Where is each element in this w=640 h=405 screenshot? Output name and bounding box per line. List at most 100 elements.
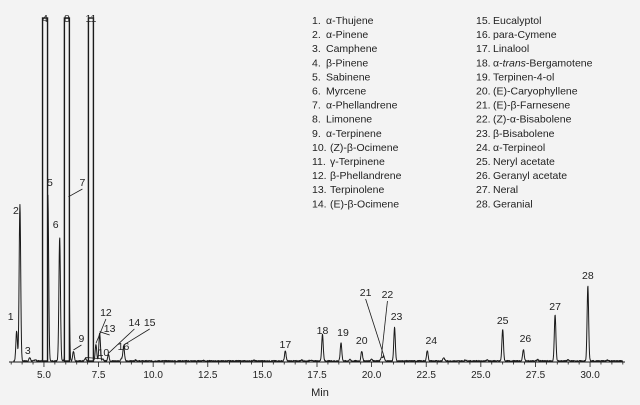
peak-leader-14 (108, 328, 135, 354)
x-tick-label: 17.5 (307, 370, 327, 381)
legend-compound: α-Thujene (326, 15, 374, 27)
legend-number: 14. (312, 198, 327, 210)
peak-label-15: 15 (144, 317, 156, 329)
peak-label-20: 20 (356, 335, 368, 347)
legend-entry: 5. Sabinene (312, 71, 371, 83)
legend-number: 18. (476, 57, 491, 69)
peak-leader-12 (95, 318, 107, 344)
peak-leader-22 (381, 300, 388, 357)
legend-number: 25. (476, 156, 491, 168)
peak-label-19: 19 (337, 327, 349, 339)
peak-label-8: 8 (64, 13, 70, 25)
legend-entry: 14. (E)-β-Ocimene (312, 198, 399, 210)
legend-entry: 17. Linalool (476, 43, 529, 55)
peak-label-25: 25 (497, 315, 509, 327)
legend-compound: (E)-Caryophyllene (493, 86, 578, 98)
legend-compound: Limonene (326, 114, 372, 126)
legend-compound: Geranial (493, 198, 533, 210)
x-tick-label: 27.5 (526, 370, 546, 381)
legend-number: 16. (476, 29, 491, 41)
legend-entry: 25. Neryl acetate (476, 156, 555, 168)
legend-number: 12. (312, 170, 327, 182)
legend-compound: α-Terpinene (326, 128, 382, 140)
legend-number: 20. (476, 86, 491, 98)
chromatogram-trace (13, 17, 624, 363)
peak-leader-13 (99, 331, 110, 336)
legend-compound: para-Cymene (493, 29, 557, 41)
legend-compound: Eucalyptol (493, 15, 541, 27)
peak-label-16: 16 (118, 341, 130, 353)
legend-entry: 19. Terpinen-4-ol (476, 71, 554, 83)
legend-number: 15. (476, 15, 491, 27)
legend-number: 11. (312, 156, 326, 168)
legend-number: 9. (312, 128, 321, 140)
legend-number: 26. (476, 170, 491, 182)
legend-entry: 4. β-Pinene (312, 57, 368, 69)
peak-label-23: 23 (391, 311, 403, 323)
x-axis: 5.0 7.5 10.0 12.5 15.0 17.5 20.0 22.5 25.0 27.5 30… (9, 361, 625, 381)
legend-compound: Neryl acetate (493, 156, 555, 168)
x-tick-label: 15.0 (253, 370, 273, 381)
peak-leader-9 (73, 344, 82, 351)
x-tick-label: 12.5 (198, 370, 218, 381)
legend-entry: 20. (E)-Caryophyllene (476, 86, 578, 98)
legend-number: 1. (312, 15, 321, 27)
peak-label-6: 6 (53, 219, 59, 231)
legend-compound: Myrcene (326, 86, 366, 98)
legend-compound: Camphene (326, 43, 378, 55)
peak-label-2: 2 (13, 205, 19, 217)
legend-entry: 6. Myrcene (312, 86, 366, 98)
legend-entry: 7. α-Phellandrene (312, 100, 398, 112)
legend-entry: 9. α-Terpinene (312, 128, 382, 140)
peak-label-22: 22 (382, 289, 394, 301)
legend-compound: Geranyl acetate (493, 170, 567, 182)
legend-compound: Sabinene (326, 71, 371, 83)
legend-compound: Terpinolene (330, 184, 384, 196)
x-axis-title: Min (311, 387, 329, 399)
legend-number: 24. (476, 142, 491, 154)
peak-label-10: 10 (98, 347, 110, 359)
legend-entry: 15. Eucalyptol (476, 15, 541, 27)
x-tick-label: 7.5 (92, 370, 106, 381)
legend-entry: 1. α-Thujene (312, 15, 374, 27)
legend-number: 3. (312, 43, 321, 55)
peak-label-5: 5 (47, 177, 53, 189)
saturated-peak-8 (63, 17, 71, 362)
legend-entry: 24. α-Terpineol (476, 142, 545, 154)
saturated-peak-4 (41, 17, 49, 362)
peak-label-9: 9 (79, 333, 85, 345)
legend-number: 17. (476, 43, 491, 55)
legend-entry: 23. β-Bisabolene (476, 128, 555, 140)
peak-label-27: 27 (549, 301, 561, 313)
legend-entry: 28. Geranial (476, 198, 533, 210)
legend-number: 2. (312, 29, 321, 41)
legend-number: 5. (312, 71, 321, 83)
legend-number: 13. (312, 184, 327, 196)
legend-compound: α-trans-Bergamotene (493, 57, 593, 69)
legend-compound: Linalool (493, 43, 529, 55)
legend-compound: β-Phellandrene (330, 170, 402, 182)
legend-entry: 16. para-Cymene (476, 29, 557, 41)
x-tick-label: 25.0 (471, 370, 491, 381)
peak-label-1: 1 (8, 311, 14, 323)
x-tick-label: 5.0 (37, 370, 51, 381)
x-tick-label: 22.5 (416, 370, 436, 381)
legend-compound: α-Terpineol (493, 142, 545, 154)
peak-leader-7 (68, 188, 83, 198)
legend-entry: 12. β-Phellandrene (312, 170, 402, 182)
peak-label-24: 24 (425, 335, 437, 347)
x-tick-label: 30.0 (580, 370, 600, 381)
legend-entry: 11. γ-Terpinene (312, 156, 385, 168)
peak-label-18: 18 (317, 325, 329, 337)
peak-label-7: 7 (79, 177, 85, 189)
legend-compound: α-Pinene (326, 29, 368, 41)
legend-number: 21. (476, 100, 491, 112)
legend-number: 19. (476, 71, 491, 83)
peak-label-13: 13 (104, 323, 116, 335)
legend-entry: 8. Limonene (312, 114, 372, 126)
legend-compound: (Z)-β-Ocimene (330, 142, 399, 154)
peak-label-21: 21 (360, 287, 372, 299)
x-tick-label: 10.0 (143, 370, 163, 381)
legend-number: 8. (312, 114, 321, 126)
